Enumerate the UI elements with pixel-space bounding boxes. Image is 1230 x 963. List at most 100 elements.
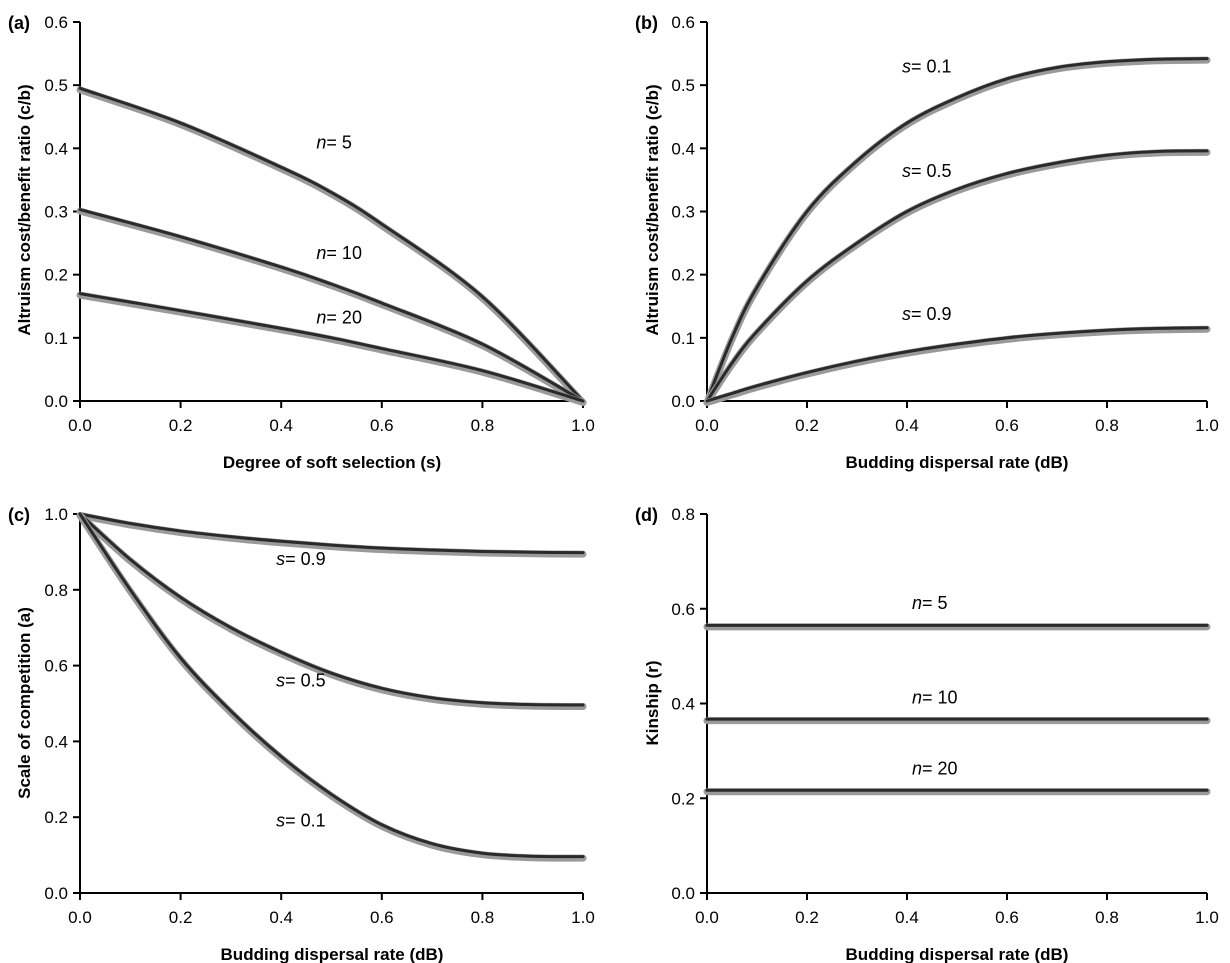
series-label-value: = 10 [922,688,958,708]
panel-c-xtick-label: 0.8 [471,908,495,927]
panel-d-xtick-label: 0.2 [795,908,819,927]
panel-c-ytick-label: 0.2 [44,808,68,827]
panel-d-ylabel: Kinship (r) [643,661,662,746]
panel-a-xtick-label: 1.0 [571,416,595,435]
panel-d-xtick-label: 0.6 [995,908,1019,927]
panel-c-xtick-label: 1.0 [571,908,595,927]
series-label-var: s [902,161,911,181]
series-line [78,512,585,555]
panel-a-series-3: n= 20 [76,291,587,406]
series-label: n= 5 [912,593,948,613]
panel-b-letter: (b) [635,13,658,33]
panel-b-xtick-label: 0.2 [795,416,819,435]
panel-b-ytick-label: 0.4 [671,139,695,158]
panel-b-series-1: s= 0.1 [703,56,1211,406]
series-label-value: = 0.1 [285,811,326,831]
panel-a-axes [79,22,583,402]
series-label-var: s [902,304,911,324]
panel-b-xtick-label: 0.4 [895,416,919,435]
panel-b-ytick-label: 0.2 [671,266,695,285]
series-label-var: n [316,243,326,263]
panel-b-xtick-label: 1.0 [1195,416,1219,435]
series-label-var: n [912,759,922,779]
series-label-value: = 5 [326,132,352,152]
panel-c-ytick-label: 1.0 [44,505,68,524]
series-label-var: n [912,688,922,708]
series-line [78,292,585,403]
series-line-shadow [76,512,587,862]
panel-b-xlabel: Budding dispersal rate (dB) [846,453,1069,472]
panel-a-series-1: n = 5 [76,86,587,406]
panel-b-ytick-label: 0.0 [671,392,695,411]
series-label: s= 0.9 [276,549,326,569]
series-label: s= 0.1 [276,811,326,831]
panel-c-xtick-label: 0.2 [169,908,193,927]
series-line [78,86,585,403]
panel-a-xtick-label: 0.8 [471,416,495,435]
panel-d-letter: (d) [635,505,658,525]
panel-d-ytick-label: 0.2 [671,789,695,808]
panel-d-ytick-label: 0.8 [671,505,695,524]
panel-a-xtick-label: 0.4 [269,416,293,435]
series-label-value: = 20 [922,759,958,779]
series-label: n= 20 [912,759,958,779]
panel-a: (a) 0.0 0.2 0.4 0.6 0.8 1.0 0.0 0.1 0.2 0.3 0.4 0.5 0… [8,13,595,472]
panel-a-xtick-label: 0.2 [169,416,193,435]
series-label-value: = 5 [922,593,948,613]
panel-a-ytick-label: 0.1 [44,329,68,348]
panel-d: (d) 0.0 0.2 0.4 0.6 0.8 1.0 0.0 0.2 0.4 0.6 0.8 Budd… [635,505,1219,963]
panel-c: (c) 0.0 0.2 0.4 0.6 0.8 1.0 0.0 0.2 0.4 0.6 0.8 1.0 B… [8,505,595,963]
panel-a-xtick-label: 0.6 [370,416,394,435]
panel-c-xtick-label: 0.6 [370,908,394,927]
panel-a-ytick-label: 0.0 [44,392,68,411]
series-label: s= 0.5 [902,161,952,181]
panel-b-series-2: s= 0.5 [703,148,1211,406]
panel-d-xtick-label: 0.8 [1095,908,1119,927]
panel-c-xtick-label: 0.0 [68,908,92,927]
series-label-var: s [902,57,911,77]
panel-a-ytick-label: 0.2 [44,266,68,285]
panel-d-ytick-label: 0.6 [671,600,695,619]
panel-a-ytick-label: 0.6 [44,13,68,32]
series-line [78,208,585,403]
series-line [705,326,1209,403]
series-label: n= 5 [316,132,352,152]
series-label: n= 10 [316,243,362,263]
series-label: s= 0.9 [902,304,952,324]
series-label-var: s [276,811,285,831]
panel-a-ytick-label: 0.3 [44,203,68,222]
panel-a-ytick-label: 0.4 [44,139,68,158]
series-line-shadow [703,56,1211,406]
series-line [705,57,1209,403]
series-label-var: n [316,307,326,327]
panel-d-series-2: n= 10 [703,688,1211,725]
series-label-value: = 0.5 [285,670,326,690]
series-line [705,149,1209,403]
series-label-value: = 0.5 [911,161,952,181]
series-label-var: s [276,549,285,569]
panel-d-ytick-label: 0.0 [671,884,695,903]
panel-c-series-1: s= 0.9 [76,512,587,569]
panel-c-ylabel: Scale of competition (a) [15,607,34,799]
panel-a-letter: (a) [8,13,30,33]
series-label: s= 0.5 [276,670,326,690]
series-line-shadow [703,325,1211,406]
panel-a-series-2: n= 10 [76,207,587,406]
panel-b-series-3: s= 0.9 [703,304,1211,406]
series-label-var: n [912,593,922,613]
series-line [78,512,585,859]
panel-c-xtick-label: 0.4 [269,908,293,927]
panel-d-xtick-label: 0.4 [895,908,919,927]
panel-b-ytick-label: 0.6 [671,13,695,32]
panel-d-xtick-label: 0.0 [695,908,719,927]
series-label-value: = 20 [326,307,362,327]
series-label: n= 20 [316,307,362,327]
series-label: s= 0.1 [902,57,952,77]
panel-a-xlabel: Degree of soft selection (s) [223,453,441,472]
panel-a-ylabel: Altruism cost/benefit ratio (c/b) [15,84,34,335]
panel-c-ytick-label: 0.8 [44,581,68,600]
panel-c-ytick-label: 0.0 [44,884,68,903]
series-label-value: = 0.1 [911,57,952,77]
panel-b-ylabel: Altruism cost/benefit ratio (c/b) [643,84,662,335]
